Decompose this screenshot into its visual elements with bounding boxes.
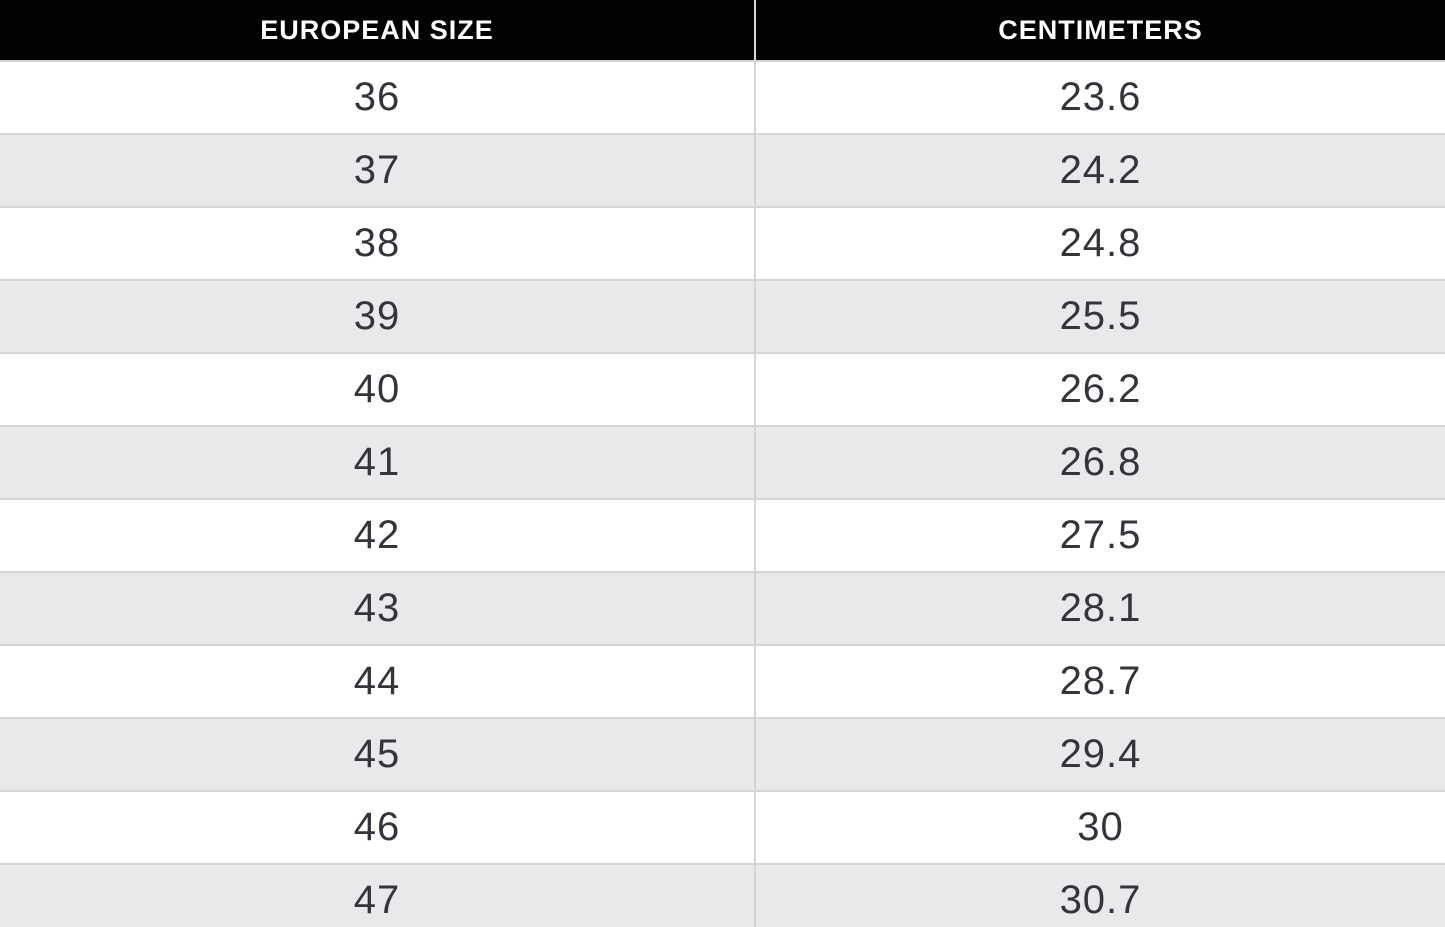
table-row: 44 28.7 <box>0 644 1445 718</box>
table-row: 39 25.5 <box>0 279 1445 353</box>
table-row: 47 30.7 <box>0 863 1445 927</box>
european-size-cell: 37 <box>0 133 756 207</box>
table-row: 36 23.6 <box>0 60 1445 134</box>
european-size-cell: 40 <box>0 352 756 426</box>
european-size-cell: 38 <box>0 206 756 280</box>
european-size-cell: 43 <box>0 571 756 645</box>
centimeters-cell: 26.2 <box>755 352 1445 426</box>
centimeters-cell: 23.6 <box>755 60 1445 134</box>
centimeters-cell: 29.4 <box>755 717 1445 791</box>
centimeters-cell: 24.2 <box>755 133 1445 207</box>
column-header-european-size: EUROPEAN SIZE <box>0 0 756 61</box>
european-size-cell: 39 <box>0 279 756 353</box>
table-row: 37 24.2 <box>0 133 1445 207</box>
european-size-cell: 45 <box>0 717 756 791</box>
table-row: 45 29.4 <box>0 717 1445 791</box>
centimeters-cell: 30 <box>755 790 1445 864</box>
table-row: 46 30 <box>0 790 1445 864</box>
table-row: 41 26.8 <box>0 425 1445 499</box>
centimeters-cell: 30.7 <box>755 863 1445 927</box>
table-body: 36 23.6 37 24.2 38 24.8 39 25.5 40 26.2 … <box>0 60 1445 927</box>
european-size-cell: 46 <box>0 790 756 864</box>
centimeters-cell: 24.8 <box>755 206 1445 280</box>
centimeters-cell: 25.5 <box>755 279 1445 353</box>
centimeters-cell: 28.1 <box>755 571 1445 645</box>
table-row: 42 27.5 <box>0 498 1445 572</box>
european-size-cell: 42 <box>0 498 756 572</box>
centimeters-cell: 26.8 <box>755 425 1445 499</box>
european-size-cell: 36 <box>0 60 756 134</box>
centimeters-cell: 28.7 <box>755 644 1445 718</box>
european-size-cell: 47 <box>0 863 756 927</box>
european-size-cell: 44 <box>0 644 756 718</box>
table-row: 38 24.8 <box>0 206 1445 280</box>
table-row: 40 26.2 <box>0 352 1445 426</box>
column-header-centimeters: CENTIMETERS <box>755 0 1445 61</box>
centimeters-cell: 27.5 <box>755 498 1445 572</box>
table-header-row: EUROPEAN SIZE CENTIMETERS <box>0 0 1445 61</box>
table-row: 43 28.1 <box>0 571 1445 645</box>
european-size-cell: 41 <box>0 425 756 499</box>
table-head: EUROPEAN SIZE CENTIMETERS <box>0 0 1445 61</box>
